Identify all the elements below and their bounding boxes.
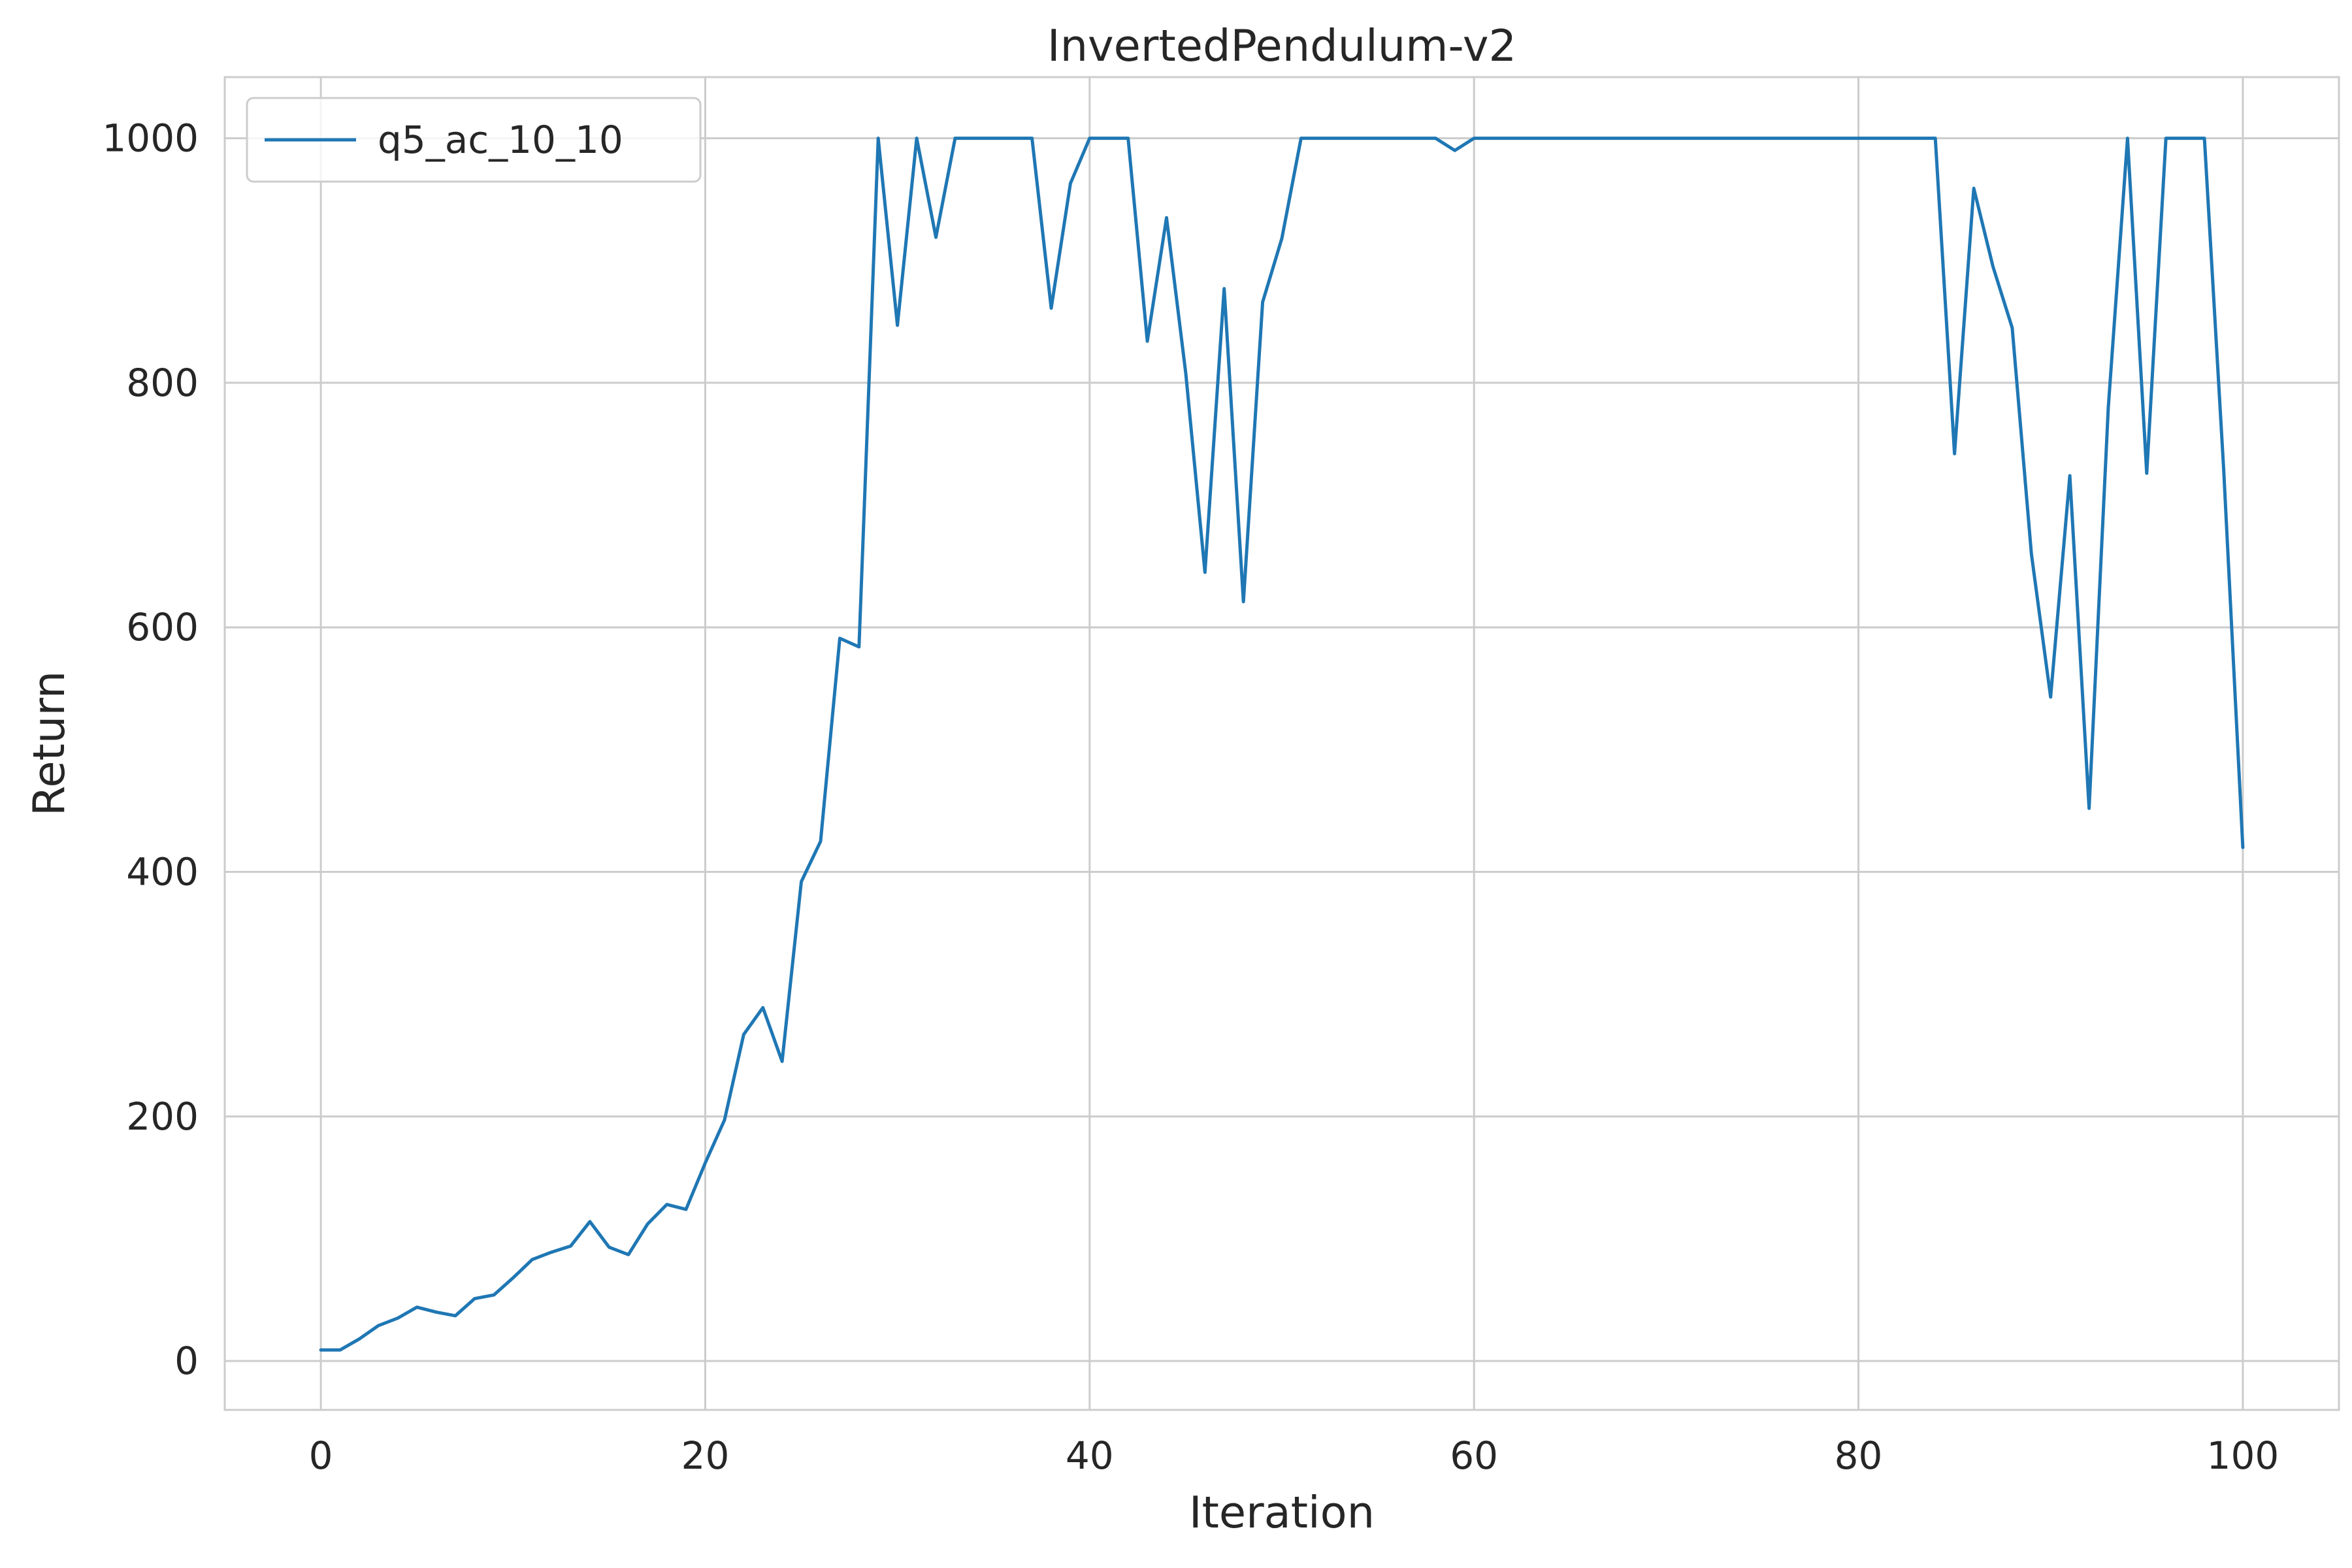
x-tick-label: 0 xyxy=(309,1433,333,1478)
y-tick-label: 800 xyxy=(126,361,199,405)
y-tick-label: 1000 xyxy=(102,116,199,161)
y-tick-label: 200 xyxy=(126,1094,199,1139)
chart-title: InvertedPendulum-v2 xyxy=(1047,20,1516,71)
y-axis-title: Return xyxy=(24,671,74,816)
legend: q5_ac_10_10 xyxy=(246,97,702,183)
x-tick-label: 80 xyxy=(1835,1433,1883,1478)
x-tick-label: 20 xyxy=(681,1433,730,1478)
series-lines xyxy=(319,137,2245,1352)
y-tick-label: 0 xyxy=(174,1339,199,1383)
plot-frame xyxy=(223,76,2340,1411)
y-tick-labels: 0 200 400 600 800 1000 xyxy=(102,116,199,1384)
x-tick-labels: 0 20 40 60 80 100 xyxy=(309,1433,2279,1478)
x-tick-label: 40 xyxy=(1066,1433,1114,1478)
plot-area xyxy=(225,77,2339,1410)
x-gridlines xyxy=(319,77,2244,1410)
y-tick-label: 600 xyxy=(126,605,199,649)
x-tick-label: 60 xyxy=(1450,1433,1498,1478)
x-axis-title: Iteration xyxy=(1189,1487,1375,1538)
x-tick-label: 100 xyxy=(2207,1433,2279,1478)
series-line-0 xyxy=(319,137,2245,1352)
y-tick-label: 400 xyxy=(126,850,199,894)
legend-box xyxy=(246,97,702,183)
legend-label-q5-ac-10-10: q5_ac_10_10 xyxy=(378,118,623,162)
